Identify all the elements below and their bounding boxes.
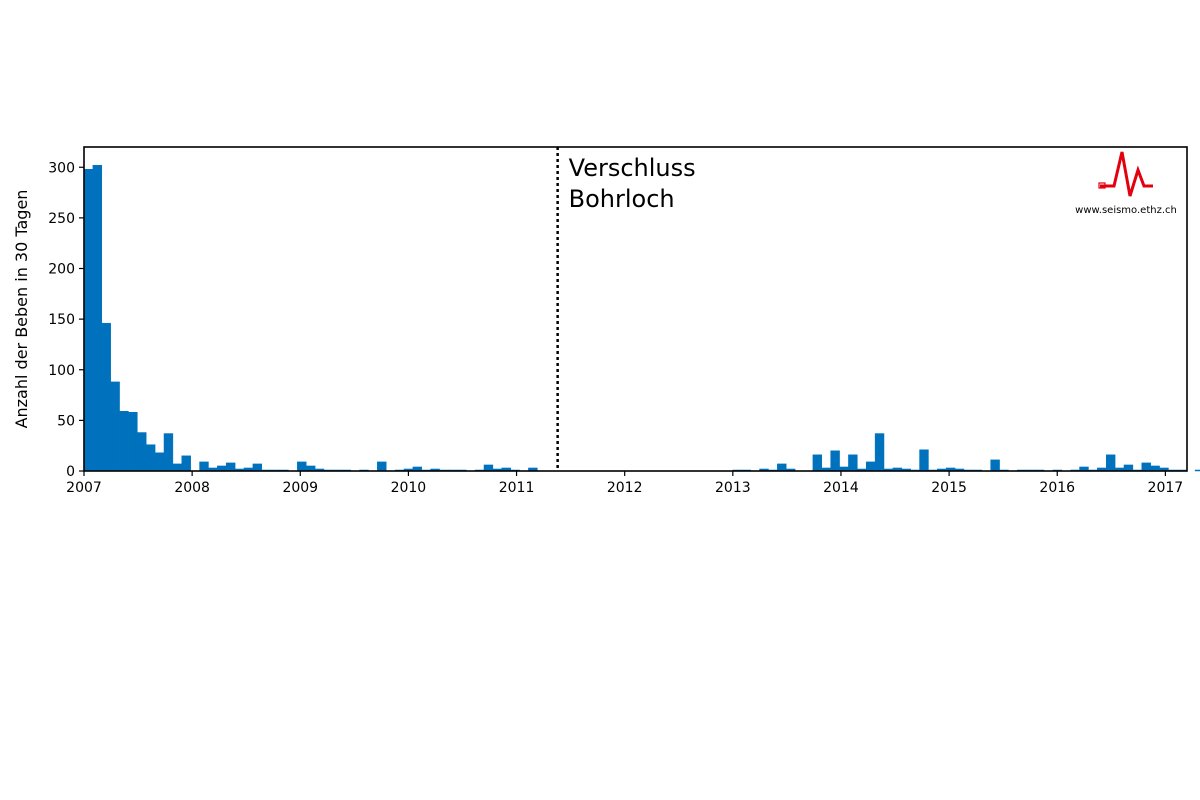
- bar: [1105, 454, 1116, 472]
- bar: [92, 164, 103, 472]
- seismo-logo-wave: [1100, 151, 1153, 197]
- bar: [990, 459, 1000, 472]
- bar: [483, 464, 494, 472]
- bar: [145, 444, 156, 472]
- y-axis: 0 50 100 150 200 250 300: [48, 160, 84, 480]
- bar: [252, 463, 263, 472]
- bars-group: [83, 164, 1200, 472]
- bar: [777, 463, 787, 472]
- x-tick-label: 2016: [1039, 480, 1075, 496]
- plot-frame: [83, 146, 1188, 472]
- bar: [297, 461, 307, 472]
- x-tick-label: 2010: [391, 480, 427, 496]
- y-tick-label: 250: [48, 211, 75, 227]
- annotation-line-2: Bohrloch: [569, 185, 675, 213]
- bar: [101, 322, 111, 472]
- seismo-logo: www.seismo.ethz.ch: [1075, 151, 1177, 216]
- seismo-logo-text: www.seismo.ethz.ch: [1075, 205, 1177, 216]
- bar: [83, 169, 94, 472]
- y-tick-label: 150: [48, 312, 75, 328]
- bar: [1141, 462, 1151, 472]
- y-tick-label: 0: [66, 464, 75, 480]
- bar: [137, 432, 147, 472]
- bar: [874, 433, 885, 472]
- x-tick-label: 2007: [66, 480, 102, 496]
- annotation-line-1: Verschluss: [569, 154, 696, 182]
- bar: [128, 412, 138, 472]
- bar: [1123, 464, 1134, 472]
- bar: [119, 411, 129, 472]
- bar: [830, 450, 840, 472]
- bar: [110, 381, 120, 472]
- x-axis: 2007 2008 2009 2010 2011 2012 2013 2014 2015 2016…: [66, 471, 1183, 496]
- y-tick-label: 300: [48, 160, 75, 176]
- bar: [812, 454, 823, 472]
- bar: [848, 454, 858, 472]
- x-tick-label: 2008: [174, 480, 210, 496]
- bar: [865, 461, 876, 472]
- bar: [181, 455, 191, 472]
- seismo-logo-mark: [1098, 182, 1106, 189]
- bar: [199, 461, 209, 472]
- x-tick-label: 2011: [499, 480, 535, 496]
- x-tick-label: 2012: [607, 480, 643, 496]
- y-tick-label: 200: [48, 262, 75, 278]
- bar: [163, 433, 174, 472]
- y-tick-label: 50: [57, 413, 75, 429]
- x-tick-label: 2015: [931, 480, 967, 496]
- bar: [377, 461, 387, 472]
- x-tick-label: 2009: [282, 480, 318, 496]
- x-tick-label: 2017: [1148, 480, 1184, 496]
- bar: [172, 463, 183, 472]
- bar: [154, 452, 165, 472]
- bar: [1194, 469, 1200, 472]
- y-axis-label: Anzahl der Beben in 30 Tagen: [12, 190, 31, 429]
- x-tick-label: 2014: [823, 480, 859, 496]
- x-tick-label: 2013: [715, 480, 751, 496]
- y-tick-label: 100: [48, 363, 75, 379]
- bar: [225, 462, 236, 472]
- bar: [919, 449, 929, 472]
